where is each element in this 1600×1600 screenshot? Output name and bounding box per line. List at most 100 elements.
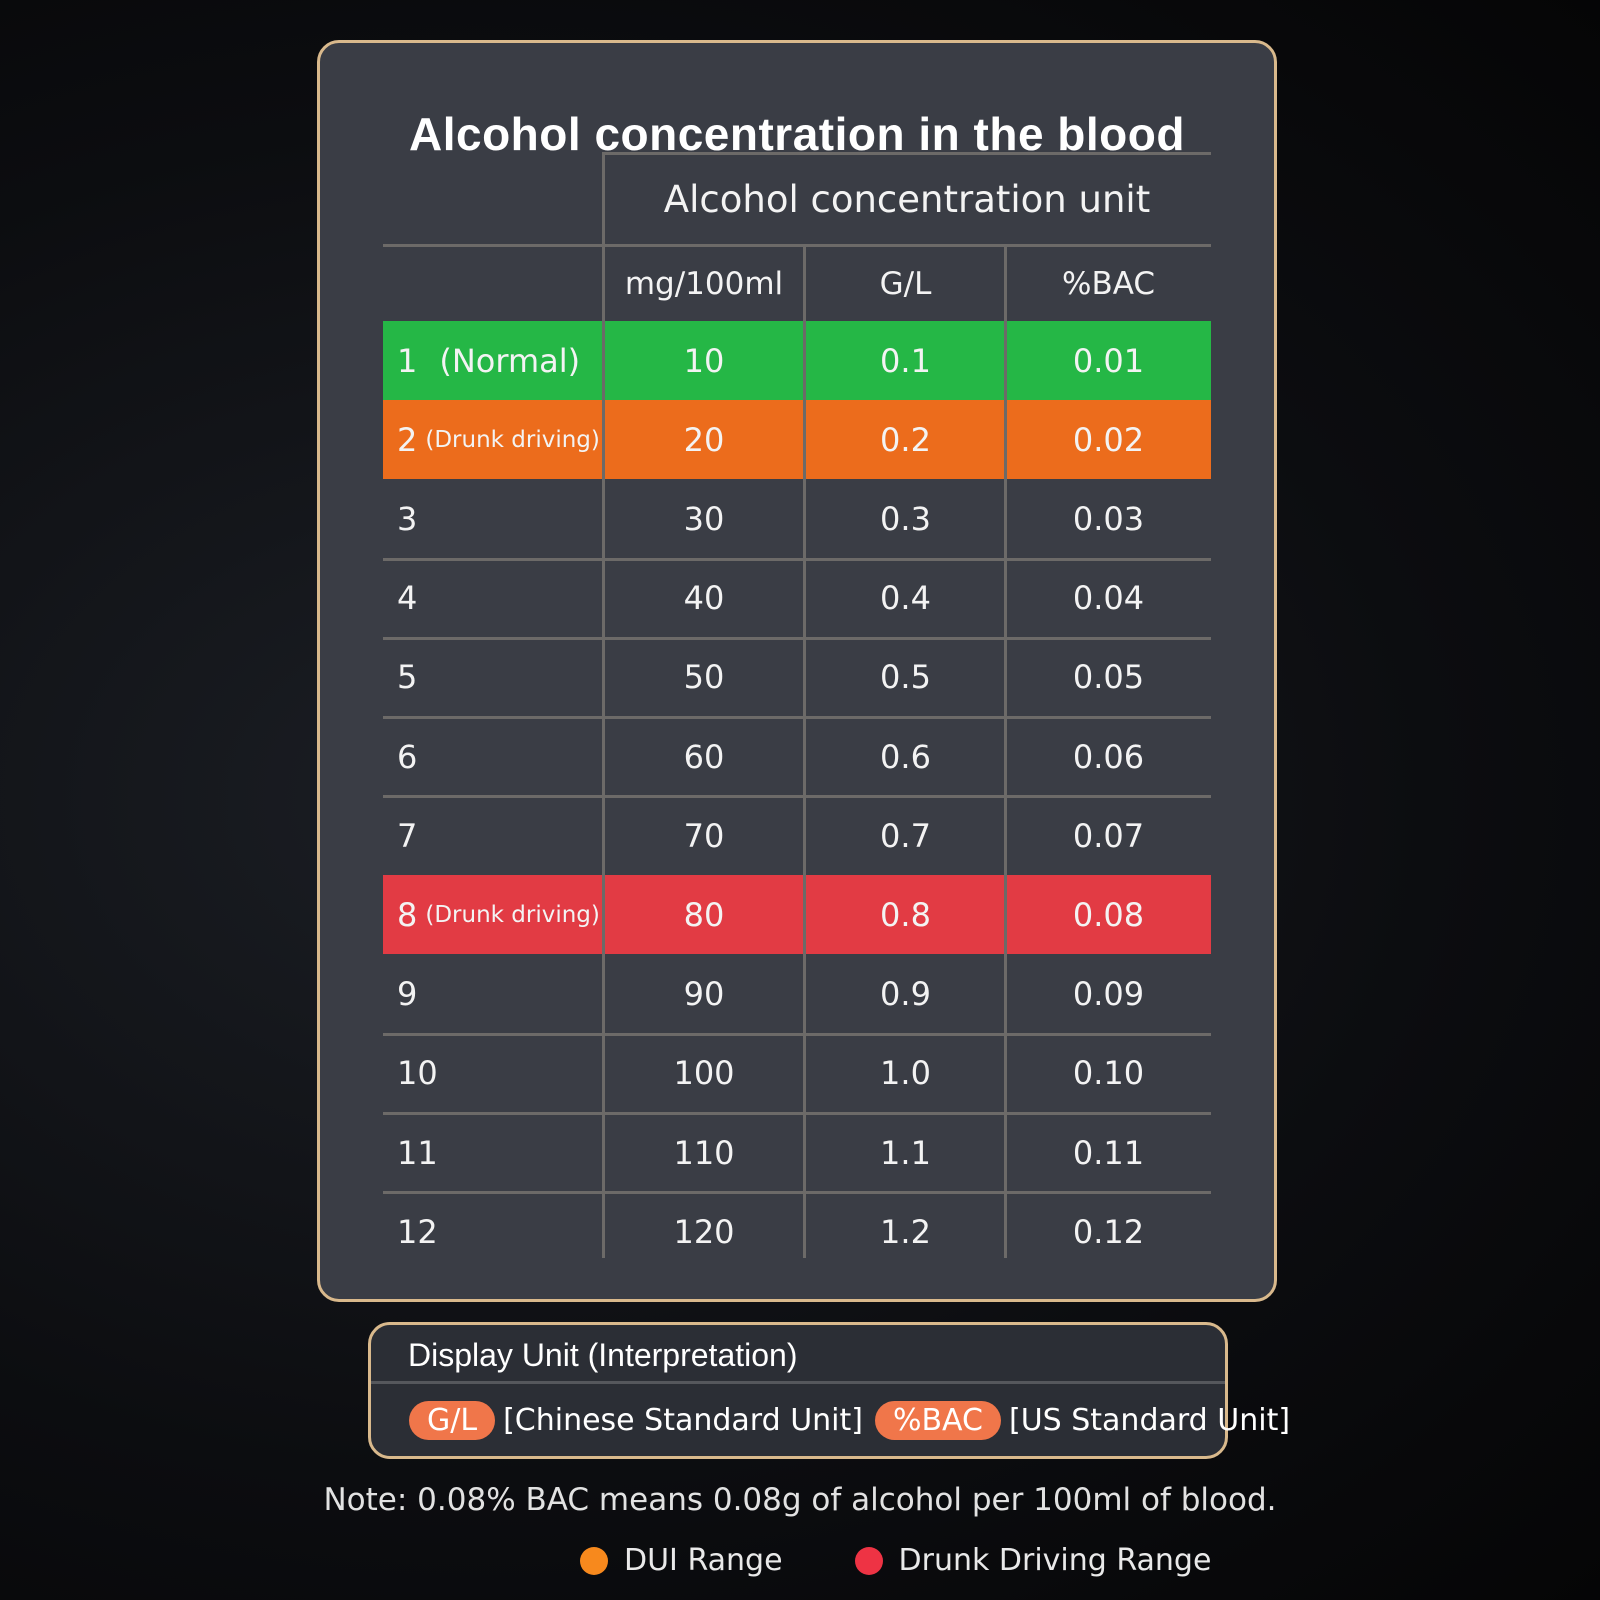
bac-cell: 0.06 <box>1072 737 1145 776</box>
column-header-gl: G/L <box>879 265 932 302</box>
level-number: 5 <box>397 658 418 697</box>
level-cell: 1 (Normal) <box>383 321 603 400</box>
gl-cell: 0.2 <box>880 420 931 459</box>
bac-badge: %BAC <box>874 1401 1001 1440</box>
bac-note: Note: 0.08% BAC means 0.08g of alcohol p… <box>323 1482 1277 1518</box>
table-divider <box>383 716 1211 719</box>
level-note: (Drunk driving) <box>425 901 600 928</box>
level-number: 2 <box>397 420 418 459</box>
gl-cell: 1.0 <box>880 1054 931 1093</box>
bac-cell: 0.12 <box>1072 1212 1145 1251</box>
table-row: 2 (Drunk driving) 20 0.2 0.02 <box>383 400 1211 480</box>
bac-cell: 0.09 <box>1072 975 1145 1014</box>
gl-cell: 0.4 <box>880 579 931 618</box>
level-number: 3 <box>397 499 418 538</box>
page-title: Alcohol concentration in the blood <box>409 108 1185 160</box>
level-cell: 8 (Drunk driving) <box>383 875 603 954</box>
mg-cell: 120 <box>673 1212 735 1251</box>
display-unit-title: Display Unit (Interpretation) <box>408 1337 798 1373</box>
gl-cell: 0.6 <box>880 737 931 776</box>
table-divider <box>383 557 1211 561</box>
table-row: 1 (Normal) 10 0.1 0.01 <box>383 321 1211 400</box>
bac-description: [US Standard Unit] <box>1009 1403 1291 1438</box>
level-cell: 6 <box>383 717 603 796</box>
table-row: 5 50 0.5 0.05 <box>383 638 1211 717</box>
level-number: 11 <box>397 1133 438 1172</box>
legend-item-drunk-driving: Drunk Driving Range <box>854 1543 1212 1578</box>
level-cell: 9 <box>383 955 603 1034</box>
mg-cell: 50 <box>683 658 725 697</box>
table-row: 4 40 0.4 0.04 <box>383 559 1211 638</box>
bac-cell: 0.11 <box>1072 1133 1145 1172</box>
concentration-card: Alcohol concentration in the blood <box>317 40 1277 1302</box>
table-row: 10 100 1.0 0.10 <box>383 1034 1211 1113</box>
level-number: 8 <box>397 895 418 934</box>
dui-dot-icon <box>580 1546 608 1575</box>
table-row: 7 70 0.7 0.07 <box>383 796 1211 875</box>
mg-cell: 80 <box>683 895 725 934</box>
display-unit-items: G/L [Chinese Standard Unit] %BAC [US Sta… <box>409 1401 1290 1440</box>
mg-cell: 40 <box>683 579 725 618</box>
gl-cell: 0.1 <box>880 341 931 380</box>
mg-cell: 10 <box>683 341 725 380</box>
level-cell: 10 <box>383 1034 603 1113</box>
gl-cell: 0.5 <box>880 658 931 697</box>
display-unit-divider <box>371 1381 1225 1384</box>
table-divider <box>383 1112 1211 1115</box>
bac-cell: 0.02 <box>1072 420 1145 459</box>
legend-label-dui: DUI Range <box>624 1543 783 1578</box>
range-legend: DUI Range Drunk Driving Range <box>580 1543 1211 1578</box>
column-header-bac: %BAC <box>1061 265 1156 302</box>
legend-label-drunk-driving: Drunk Driving Range <box>898 1543 1212 1578</box>
concentration-table: Alcohol concentration unit mg/100ml G/L … <box>383 152 1211 1258</box>
gl-cell: 1.2 <box>880 1212 931 1251</box>
mg-cell: 70 <box>683 816 725 855</box>
unit-header: Alcohol concentration unit <box>663 177 1151 221</box>
level-number: 10 <box>397 1054 438 1093</box>
table-divider <box>383 795 1211 799</box>
display-unit-box: Display Unit (Interpretation) G/L [Chine… <box>368 1322 1290 1459</box>
bac-cell: 0.04 <box>1072 579 1145 618</box>
level-cell: 5 <box>383 638 603 717</box>
level-cell: 2 (Drunk driving) <box>383 400 603 479</box>
gl-cell: 0.7 <box>880 816 931 855</box>
table-column-divider <box>602 152 605 1258</box>
level-cell: 3 <box>383 479 603 558</box>
level-number: 4 <box>397 579 418 618</box>
mg-cell: 60 <box>683 737 725 776</box>
legend-item-dui: DUI Range <box>580 1543 783 1578</box>
mg-cell: 100 <box>673 1054 735 1093</box>
level-cell: 11 <box>383 1113 603 1192</box>
level-number: 9 <box>397 975 418 1014</box>
table-divider <box>383 636 1211 640</box>
table-row: 11 110 1.1 0.11 <box>383 1113 1211 1192</box>
gl-cell: 0.9 <box>880 975 931 1014</box>
bac-cell: 0.01 <box>1072 341 1145 380</box>
gl-cell: 0.8 <box>880 895 931 934</box>
table-divider <box>383 244 1211 247</box>
mg-cell: 20 <box>683 420 725 459</box>
table-column-divider <box>803 244 806 1258</box>
table-row: 12 120 1.2 0.12 <box>383 1192 1211 1271</box>
mg-cell: 110 <box>673 1133 735 1172</box>
bac-cell: 0.05 <box>1072 658 1145 697</box>
table-row: 3 30 0.3 0.03 <box>383 479 1211 558</box>
mg-cell: 30 <box>683 499 725 538</box>
level-cell: 12 <box>383 1192 603 1271</box>
table-divider <box>383 1191 1211 1195</box>
drunk-driving-dot-icon <box>854 1546 883 1575</box>
table-row: 6 60 0.6 0.06 <box>383 717 1211 796</box>
gl-badge: G/L <box>409 1401 496 1440</box>
bac-cell: 0.03 <box>1072 499 1145 538</box>
level-number: 1 <box>397 341 418 380</box>
gl-cell: 1.1 <box>880 1133 931 1172</box>
table-row: 8 (Drunk driving) 80 0.8 0.08 <box>383 875 1211 955</box>
level-cell: 4 <box>383 559 603 638</box>
gl-cell: 0.3 <box>880 499 931 538</box>
table-row: 9 90 0.9 0.09 <box>383 955 1211 1034</box>
column-header-row: mg/100ml G/L %BAC <box>383 246 1211 321</box>
table-column-divider <box>1004 244 1007 1258</box>
level-number: 12 <box>397 1212 438 1251</box>
bac-cell: 0.10 <box>1072 1054 1145 1093</box>
